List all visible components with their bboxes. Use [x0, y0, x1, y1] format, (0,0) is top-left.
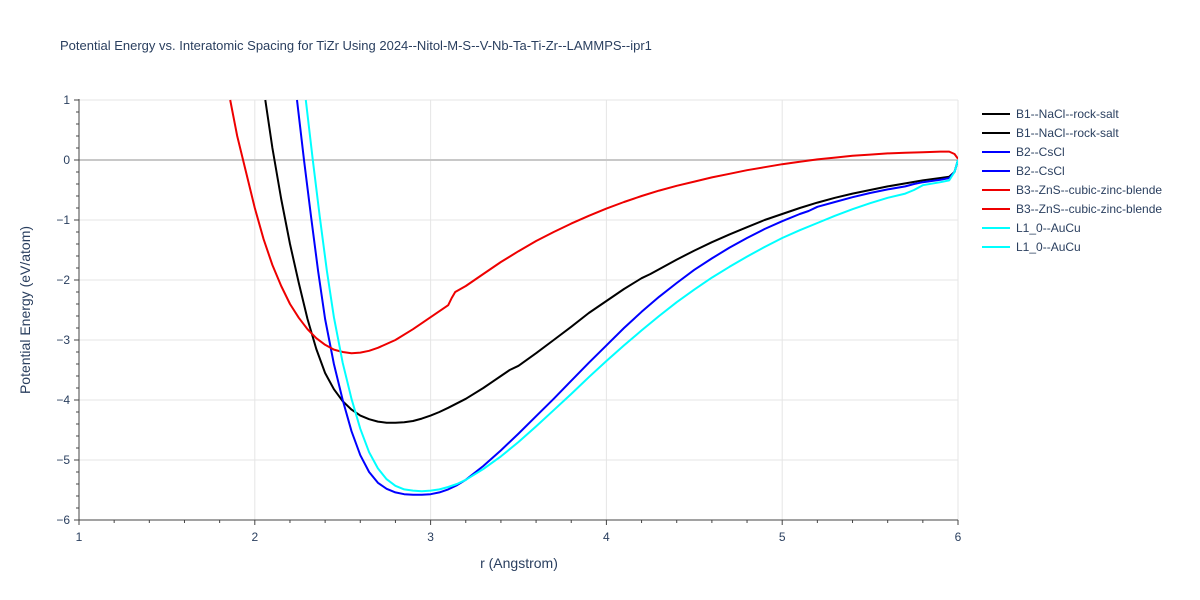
series-line-b2-cscl: [296, 99, 958, 496]
legend-label-b1-nacl-rock-salt[interactable]: B1--NaCl--rock-salt: [1016, 107, 1119, 121]
x-tick-labels: 1 2 3 4 5 6: [76, 530, 962, 544]
legend-label-l1-0-aucu[interactable]: L1_0--AuCu: [1016, 221, 1081, 235]
legend-label-b2-cscl[interactable]: B2--CsCl: [1016, 145, 1065, 159]
y-tick-label: −6: [56, 513, 70, 527]
x-tick-label: 3: [427, 530, 434, 544]
y-tick-label: 1: [63, 93, 70, 107]
y-tick-labels: 1 0 −1 −2 −3 −4 −5 −6: [56, 93, 70, 527]
series-layer: [229, 99, 958, 496]
y-tick-label: −5: [56, 453, 70, 467]
y-tick-label: −1: [56, 213, 70, 227]
x-tick-label: 4: [603, 530, 610, 544]
x-tick-label: 6: [955, 530, 962, 544]
x-axis-title: r (Angstrom): [480, 555, 558, 571]
x-tick-label: 5: [779, 530, 786, 544]
x-tick-label: 2: [251, 530, 258, 544]
grid-lines: [79, 99, 959, 520]
x-tick-label: 1: [76, 530, 83, 544]
legend-label-b3-zns-cubic-zinc-blende[interactable]: B3--ZnS--cubic-zinc-blende: [1016, 202, 1162, 216]
series-line-l1-0-aucu: [304, 99, 958, 493]
series-line-b3-zns-cubic-zinc-blende: [229, 99, 958, 355]
legend-label-l1-0-aucu[interactable]: L1_0--AuCu: [1016, 240, 1081, 254]
y-tick-label: 0: [63, 153, 70, 167]
legend-label-b2-cscl[interactable]: B2--CsCl: [1016, 164, 1065, 178]
legend: B1--NaCl--rock-salt B1--NaCl--rock-salt B2…: [982, 107, 1162, 254]
y-axis-title: Potential Energy (eV/atom): [17, 226, 33, 394]
y-tick-label: −2: [56, 273, 70, 287]
legend-label-b1-nacl-rock-salt[interactable]: B1--NaCl--rock-salt: [1016, 126, 1119, 140]
legend-label-b3-zns-cubic-zinc-blende[interactable]: B3--ZnS--cubic-zinc-blende: [1016, 183, 1162, 197]
y-tick-label: −4: [56, 393, 70, 407]
axes: [74, 99, 959, 525]
y-tick-label: −3: [56, 333, 70, 347]
chart-title: Potential Energy vs. Interatomic Spacing…: [60, 38, 652, 53]
